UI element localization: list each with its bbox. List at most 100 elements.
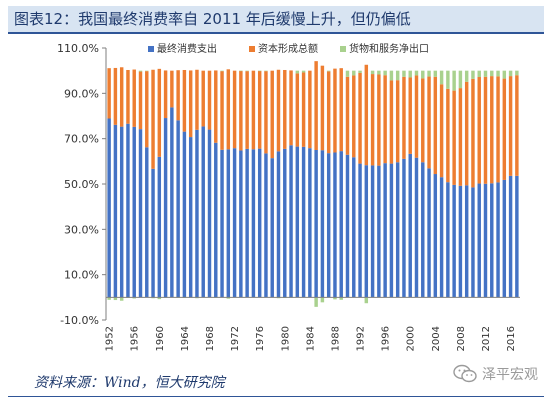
bar-capital-2014 xyxy=(496,76,500,183)
bar-series-group xyxy=(107,61,519,307)
bar-capital-1954 xyxy=(119,67,124,127)
bar-consumption-2010 xyxy=(471,187,475,298)
bar-netexports-1960 xyxy=(157,297,162,300)
bar-netexports-2007 xyxy=(452,70,456,91)
bar-consumption-1993 xyxy=(364,165,369,298)
bar-capital-1975 xyxy=(251,70,256,150)
bar-consumption-1994 xyxy=(370,165,375,298)
bar-capital-1985 xyxy=(314,61,318,150)
bar-capital-1992 xyxy=(358,72,362,164)
bar-capital-1971 xyxy=(226,69,231,150)
x-tick-label: 2016 xyxy=(506,326,517,351)
bar-consumption-1969 xyxy=(214,142,218,298)
bar-consumption-1981 xyxy=(289,145,293,298)
bar-netexports-1971 xyxy=(226,297,231,299)
bar-consumption-1967 xyxy=(201,126,205,298)
bar-consumption-1963 xyxy=(176,120,180,298)
bar-capital-1972 xyxy=(232,70,237,149)
bar-netexports-1988 xyxy=(333,297,337,300)
bar-consumption-1989 xyxy=(339,151,343,298)
bar-netexports-2011 xyxy=(477,70,481,78)
bar-consumption-1982 xyxy=(295,146,300,298)
bar-capital-2016 xyxy=(508,76,513,176)
bar-capital-1966 xyxy=(195,69,199,130)
bar-capital-2007 xyxy=(452,90,456,185)
bar-netexports-1995 xyxy=(377,70,381,75)
bar-consumption-1983 xyxy=(301,146,306,298)
bar-capital-1976 xyxy=(257,70,262,149)
bar-capital-1959 xyxy=(151,69,155,169)
bar-consumption-2000 xyxy=(408,153,412,298)
bar-netexports-1983 xyxy=(301,70,306,73)
x-tick-label: 2004 xyxy=(431,326,442,351)
bar-capital-1988 xyxy=(333,68,337,153)
bar-capital-1986 xyxy=(320,65,325,151)
bar-consumption-1965 xyxy=(188,137,193,298)
bar-netexports-1954 xyxy=(119,297,124,301)
x-tick-label: 1972 xyxy=(230,326,241,351)
bar-netexports-1993 xyxy=(364,297,369,304)
bar-netexports-2003 xyxy=(427,70,431,77)
x-tick-label: 1984 xyxy=(305,326,316,351)
bar-consumption-1958 xyxy=(145,147,149,298)
bar-capital-1979 xyxy=(276,69,281,152)
legend-label: 货物和服务净出口 xyxy=(349,42,429,55)
bar-netexports-2012 xyxy=(483,70,488,77)
bar-netexports-1986 xyxy=(320,297,325,303)
bar-consumption-2016 xyxy=(508,175,513,298)
bar-netexports-1976 xyxy=(257,70,262,72)
bar-capital-1964 xyxy=(182,69,187,132)
bar-capital-2009 xyxy=(464,81,469,186)
bar-capital-1965 xyxy=(188,70,193,138)
bar-capital-1953 xyxy=(113,67,118,125)
bar-netexports-1957 xyxy=(138,70,143,72)
chart-title: 图表12：我国最终消费率自 2011 年后缓慢上升，但仍偏低 xyxy=(8,6,544,32)
wechat-icon xyxy=(453,364,477,383)
bar-netexports-2017 xyxy=(515,70,519,76)
x-tick-label: 1976 xyxy=(255,326,266,351)
bar-netexports-1991 xyxy=(352,70,356,76)
bar-consumption-1992 xyxy=(358,163,362,298)
bar-consumption-1998 xyxy=(395,162,400,298)
bar-consumption-1987 xyxy=(326,153,331,298)
x-tick-label: 1992 xyxy=(356,326,367,351)
bar-consumption-1990 xyxy=(345,154,350,298)
bar-capital-1974 xyxy=(245,71,249,149)
bar-netexports-2004 xyxy=(433,70,438,77)
bar-netexports-1953 xyxy=(113,297,118,301)
bar-capital-1996 xyxy=(383,75,387,164)
bar-consumption-1961 xyxy=(163,118,168,298)
bar-netexports-2013 xyxy=(490,70,494,77)
bar-capital-2017 xyxy=(515,75,519,176)
bar-consumption-2014 xyxy=(496,182,500,298)
legend-swatch xyxy=(249,46,255,52)
y-tick-label: 90.0% xyxy=(64,87,99,100)
bar-capital-2003 xyxy=(427,76,431,169)
bar-netexports-2015 xyxy=(502,70,507,79)
bar-netexports-1992 xyxy=(358,70,362,73)
bar-consumption-1954 xyxy=(119,126,124,298)
bar-capital-2012 xyxy=(483,76,488,184)
bar-netexports-1956 xyxy=(132,297,136,299)
source-note: 资料来源：Wind，恒大研究院 xyxy=(34,375,225,391)
x-tick-label: 1964 xyxy=(180,326,191,351)
bar-capital-1998 xyxy=(395,80,400,163)
bar-netexports-2008 xyxy=(458,70,463,89)
bar-netexports-2014 xyxy=(496,70,500,77)
bar-capital-1968 xyxy=(207,70,212,130)
bar-consumption-2001 xyxy=(414,157,419,298)
bar-capital-1952 xyxy=(107,68,111,119)
bar-capital-1981 xyxy=(289,70,293,146)
bar-consumption-1975 xyxy=(251,149,256,298)
y-tick-label: 110.0% xyxy=(57,42,99,55)
bar-capital-1958 xyxy=(145,71,149,148)
bar-capital-2004 xyxy=(433,76,438,175)
bar-consumption-2011 xyxy=(477,183,481,298)
bar-capital-1997 xyxy=(389,80,394,164)
bar-netexports-2006 xyxy=(446,70,450,89)
x-tick-label: 2000 xyxy=(406,326,417,351)
bar-netexports-1990 xyxy=(345,70,350,77)
bar-capital-1978 xyxy=(270,70,274,159)
bar-netexports-2010 xyxy=(471,70,475,79)
bar-capital-1970 xyxy=(220,71,224,150)
